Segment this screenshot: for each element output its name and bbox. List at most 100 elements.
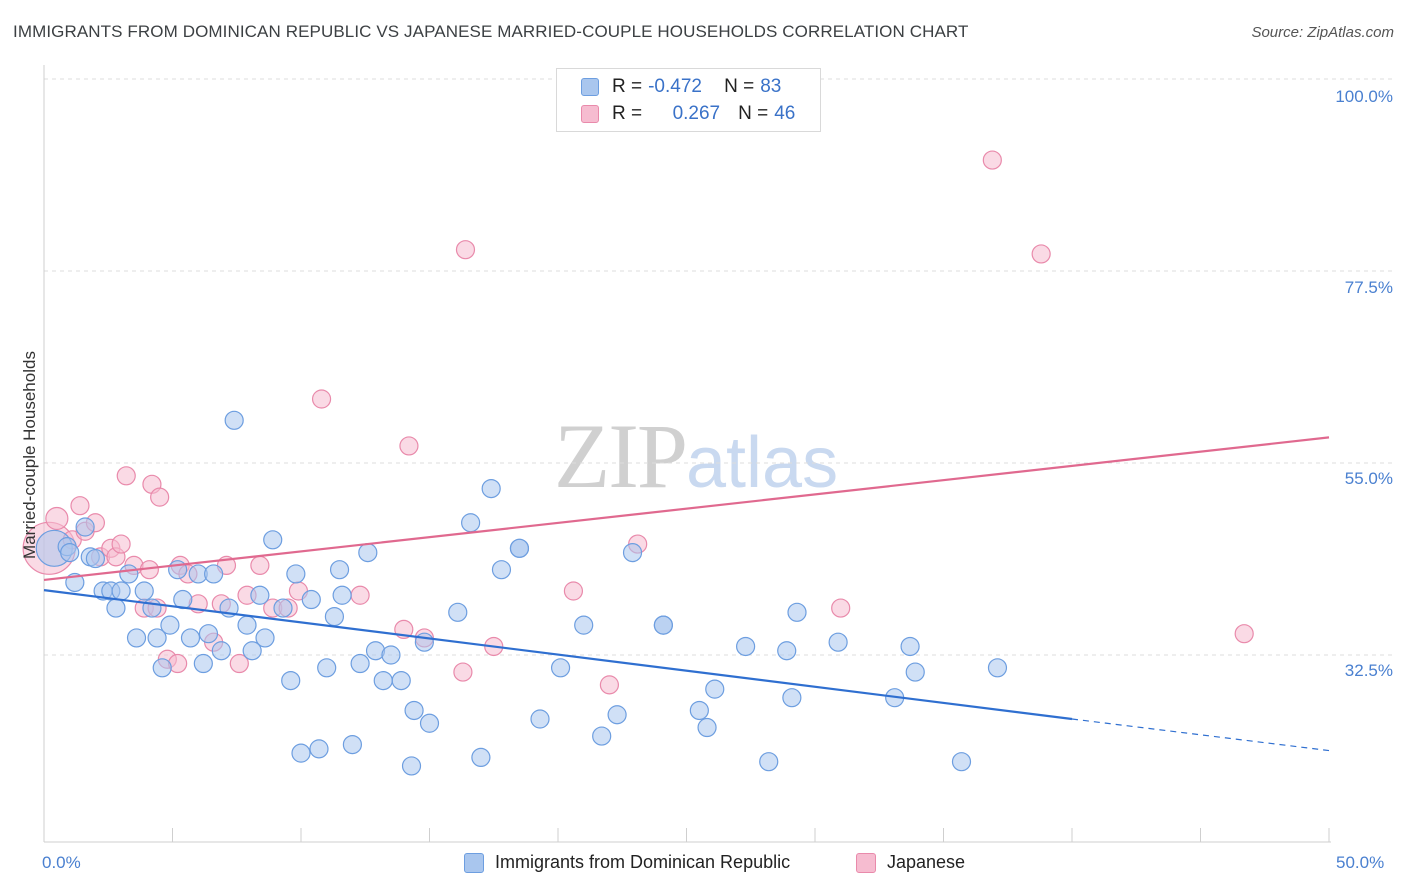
dominican-point-55 <box>461 513 481 533</box>
blue-legend-swatch <box>464 852 484 873</box>
dominican-point-70 <box>736 636 756 657</box>
dominican-point-73 <box>782 688 802 708</box>
dominican-point-45 <box>358 542 378 563</box>
dominican-point-10 <box>111 581 131 601</box>
pink-swatch <box>581 105 599 123</box>
bottom-legend-pink: Japanese <box>856 852 965 873</box>
dominican-point-75 <box>828 632 848 652</box>
blue-legend-label: Immigrants from Dominican Republic <box>495 852 791 872</box>
dominican-point-16 <box>152 658 172 678</box>
dominican-point-57 <box>481 479 501 499</box>
dominican-point-34 <box>281 670 301 691</box>
dominican-point-65 <box>622 542 643 563</box>
dominican-point-37 <box>301 589 321 610</box>
dominican-point-40 <box>324 606 345 627</box>
y-tick-label-100: 100.0% <box>1335 87 1393 106</box>
legend-row-blue: R = -0.472 N = 83 <box>581 74 781 100</box>
dominican-trend-line <box>43 589 1073 721</box>
blue-n-value: 83 <box>760 76 782 97</box>
dominican-point-58 <box>491 560 512 580</box>
dominican-point-12 <box>126 628 147 648</box>
dominican-point-47 <box>373 670 393 691</box>
watermark-zip: ZIP <box>554 405 688 507</box>
bottom-legend-blue: Immigrants from Dominican Republic <box>464 852 790 873</box>
n-label: N = <box>738 103 769 124</box>
japanese-point-3 <box>70 496 90 516</box>
dominican-point-25 <box>211 641 231 661</box>
dominican-point-2 <box>60 542 80 563</box>
japanese-point-42 <box>831 598 851 618</box>
dominican-point-32 <box>263 530 283 550</box>
dominican-point-44 <box>350 653 370 674</box>
japanese-point-25 <box>229 653 249 674</box>
dominican-point-39 <box>317 658 337 678</box>
dominican-point-62 <box>574 615 594 635</box>
dominican-point-6 <box>85 548 106 569</box>
japanese-point-39 <box>563 581 584 601</box>
dominican-point-9 <box>106 598 126 618</box>
dominican-point-71 <box>759 752 779 772</box>
dominican-point-42 <box>332 585 352 605</box>
dominican-point-60 <box>530 709 550 729</box>
dominican-point-30 <box>250 585 270 605</box>
y-axis-title: Married-couple Households <box>20 351 39 559</box>
japanese-point-9 <box>111 534 131 554</box>
dominican-point-43 <box>342 734 362 755</box>
japanese-point-37 <box>455 240 476 260</box>
dominican-point-61 <box>550 658 571 678</box>
n-label: N = <box>724 76 755 97</box>
dominican-point-64 <box>607 705 627 725</box>
japanese-point-34 <box>399 436 419 456</box>
dominican-point-79 <box>951 752 972 772</box>
dominican-point-82 <box>653 615 673 635</box>
japanese-point-27 <box>250 555 270 576</box>
dominican-point-63 <box>592 726 612 746</box>
y-tick-label-77-5: 77.5% <box>1344 278 1393 297</box>
dominican-point-14 <box>142 598 162 618</box>
dominican-point-77 <box>900 636 920 657</box>
japanese-point-31 <box>311 389 332 409</box>
chart-title: IMMIGRANTS FROM DOMINICAN REPUBLIC VS JA… <box>13 22 969 41</box>
r-label: R = <box>612 103 643 124</box>
pink-legend-swatch <box>856 852 876 873</box>
dominican-point-28 <box>237 615 257 635</box>
dominican-point-41 <box>329 560 350 580</box>
japanese-point-36 <box>453 662 473 682</box>
blue-swatch <box>581 78 599 96</box>
japanese-point-1 <box>45 506 69 531</box>
y-tick-label-55: 55.0% <box>1344 469 1393 488</box>
dominican-point-22 <box>193 653 213 674</box>
dominican-point-35 <box>286 564 306 584</box>
dominican-point-17 <box>160 615 180 635</box>
x-tick-label-50: 50.0% <box>1336 853 1385 872</box>
dominican-point-69 <box>705 679 725 699</box>
dominican-point-38 <box>309 739 329 759</box>
dominican-point-24 <box>204 564 224 584</box>
dominican-point-52 <box>414 632 434 652</box>
japanese-point-32 <box>350 585 370 605</box>
japanese-point-40 <box>599 675 620 695</box>
stats-legend: R = -0.472 N = 83 R = 0.267 N = 46 <box>556 68 821 132</box>
japanese-point-45 <box>1234 624 1254 644</box>
dominican-point-29 <box>242 641 262 661</box>
pink-legend-label: Japanese <box>887 852 966 872</box>
x-tick-label-0: 0.0% <box>42 853 81 872</box>
dominican-point-72 <box>777 641 797 661</box>
dominican-point-80 <box>987 658 1008 678</box>
r-label: R = <box>612 76 643 97</box>
dominican-point-74 <box>787 602 807 622</box>
dominican-point-54 <box>448 602 468 622</box>
japanese-point-43 <box>982 150 1002 170</box>
dominican-point-13 <box>134 581 154 601</box>
dominican-point-33 <box>273 598 293 618</box>
dominican-point-81 <box>509 538 530 558</box>
dominican-point-67 <box>689 700 709 721</box>
dominican-point-56 <box>471 747 491 768</box>
legend-row-pink: R = 0.267 N = 46 <box>581 101 795 127</box>
dominican-point-49 <box>391 670 411 691</box>
pink-r-value: 0.267 <box>672 103 721 124</box>
japanese-trend-line <box>43 436 1330 581</box>
dominican-point-50 <box>401 756 422 776</box>
japanese-point-44 <box>1031 244 1051 264</box>
